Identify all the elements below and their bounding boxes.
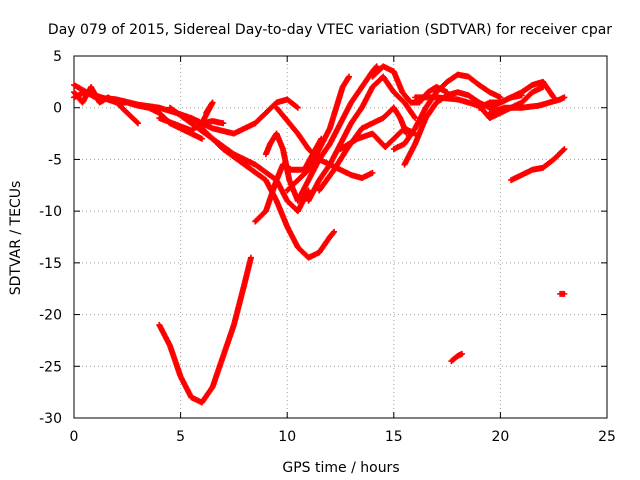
x-tick-label: 10 xyxy=(278,429,296,445)
series-arc-y xyxy=(557,290,568,297)
y-tick-label: -20 xyxy=(39,308,62,324)
data-point xyxy=(549,93,556,100)
x-tick-label: 25 xyxy=(598,429,616,445)
y-tick-labels: -30 -25 -20 -15 -10 -5 0 5 xyxy=(39,49,62,427)
x-tick-label: 15 xyxy=(385,429,403,445)
series-arc-l xyxy=(294,63,380,204)
series-arc-t xyxy=(476,78,557,111)
y-tick-label: -25 xyxy=(39,359,62,375)
data-point xyxy=(411,113,418,120)
x-tick-label: 20 xyxy=(491,429,509,445)
series-arc-j xyxy=(262,130,301,204)
y-tick-label: -10 xyxy=(39,204,62,220)
x-axis-title: GPS time / hours xyxy=(282,460,399,476)
data-point xyxy=(293,103,300,110)
series-arc-x xyxy=(448,350,466,365)
data-series xyxy=(71,63,568,406)
series-arc-o xyxy=(337,125,419,153)
chart-title: Day 079 of 2015, Sidereal Day-to-day VTE… xyxy=(48,22,612,38)
series-arc-c xyxy=(71,89,141,127)
data-point xyxy=(412,115,419,122)
data-point xyxy=(220,120,227,127)
series-arc-v xyxy=(508,146,568,184)
data-point xyxy=(134,120,141,127)
y-tick-label: -15 xyxy=(39,256,62,272)
data-point xyxy=(372,64,379,71)
data-point xyxy=(561,146,568,153)
data-point xyxy=(560,147,567,154)
data-point xyxy=(133,119,140,126)
data-point xyxy=(203,109,210,116)
series-arc-w xyxy=(156,254,254,406)
series-arc-i xyxy=(273,104,376,182)
series-arc-g xyxy=(198,125,338,261)
data-point xyxy=(247,254,254,261)
x-tick-label: 0 xyxy=(70,429,79,445)
plot-frame xyxy=(73,55,608,419)
data-point xyxy=(346,73,353,80)
data-point xyxy=(561,94,568,101)
series-arc-d xyxy=(156,99,216,134)
axis-ticks xyxy=(73,55,608,419)
data-point xyxy=(305,187,312,194)
y-axis-title: SDTVAR / TECUs xyxy=(8,181,24,296)
data-point xyxy=(294,104,301,111)
data-point xyxy=(369,169,376,176)
series-arc-m xyxy=(305,73,419,204)
data-point xyxy=(198,135,205,142)
y-tick-label: 5 xyxy=(53,49,62,65)
data-point xyxy=(561,290,568,297)
series-arc-e xyxy=(188,96,301,137)
y-tick-label: -5 xyxy=(48,152,62,168)
x-tick-label: 5 xyxy=(176,429,185,445)
data-point xyxy=(330,229,337,236)
data-point xyxy=(459,350,466,357)
y-tick-label: 0 xyxy=(53,101,62,117)
series-arc-q xyxy=(390,71,504,153)
series-arc-k xyxy=(284,73,353,194)
data-point xyxy=(373,63,380,70)
y-tick-label: -30 xyxy=(39,411,62,427)
x-tick-labels: 0 5 10 15 20 25 xyxy=(70,429,616,445)
data-point xyxy=(331,228,338,235)
series-arc-u xyxy=(486,94,568,116)
data-point xyxy=(497,94,504,101)
